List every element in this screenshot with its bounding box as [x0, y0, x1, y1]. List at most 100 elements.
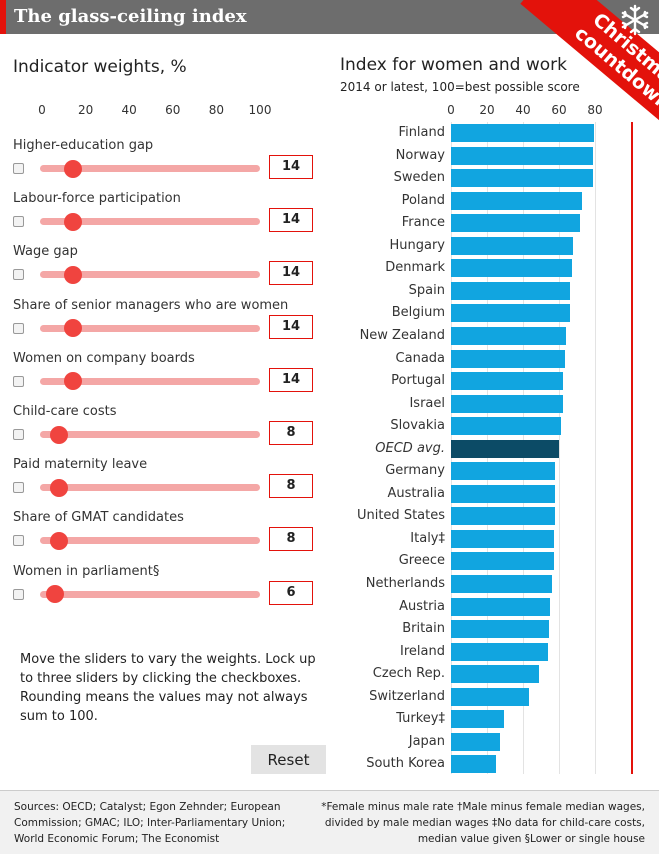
country-label: Japan — [408, 733, 445, 749]
slider-label: Labour-force participation — [13, 191, 181, 207]
bar — [451, 304, 570, 323]
slider-track[interactable] — [40, 590, 260, 598]
slider-handle[interactable] — [50, 425, 69, 444]
reset-button[interactable]: Reset — [251, 745, 326, 774]
slider-track[interactable] — [40, 271, 260, 279]
slider-handle[interactable] — [63, 212, 82, 231]
header-accent — [0, 0, 6, 34]
slider-handle[interactable] — [50, 531, 69, 550]
country-label: Italy‡ — [410, 530, 445, 546]
country-label: Canada — [395, 350, 445, 366]
bar — [451, 755, 496, 774]
weights-tick-label: 100 — [248, 103, 272, 117]
country-label: Germany — [385, 463, 445, 479]
bar — [451, 575, 552, 593]
lock-checkbox[interactable] — [13, 588, 24, 600]
x-tick-label: 60 — [551, 103, 567, 117]
country-label: United States — [356, 508, 445, 524]
slider-handle[interactable] — [63, 372, 82, 391]
lock-checkbox[interactable] — [13, 163, 24, 174]
slider-handle[interactable] — [50, 478, 69, 497]
slider-track[interactable] — [40, 377, 260, 385]
country-label: France — [401, 215, 445, 231]
country-label: OECD avg. — [375, 440, 445, 456]
weights-tick-label: 20 — [77, 103, 94, 117]
country-label: Greece — [398, 553, 445, 569]
slider-track[interactable] — [40, 324, 260, 332]
grid-line — [595, 122, 596, 774]
bar — [451, 394, 563, 413]
country-label: Norway — [395, 147, 445, 163]
country-label: South Korea — [366, 756, 445, 772]
slider-label: Higher-education gap — [13, 138, 154, 153]
slider-track[interactable] — [40, 218, 260, 226]
bar — [451, 439, 559, 458]
weights-tick-label: 0 — [38, 103, 46, 117]
grid-line — [559, 122, 560, 774]
slider-label: Women on company boards — [13, 350, 195, 366]
country-label: Denmark — [385, 260, 445, 276]
chart-subtitle: 2014 or latest, 100=best possible score — [340, 80, 580, 94]
slider-handle[interactable] — [63, 319, 82, 338]
page-title: The glass-ceiling index — [14, 6, 247, 27]
slider-label: Paid maternity leave — [13, 457, 148, 473]
bar — [451, 687, 530, 706]
slider-track[interactable] — [40, 484, 260, 492]
lock-checkbox[interactable] — [13, 322, 24, 334]
lock-checkbox[interactable] — [13, 535, 24, 547]
country-label: Australia — [387, 485, 445, 501]
country-label: New Zealand — [359, 327, 445, 343]
lock-checkbox[interactable] — [13, 375, 24, 387]
bar — [451, 552, 554, 571]
footnotes-text: *Female minus male rate †Male minus fema… — [321, 801, 645, 845]
country-label: Turkey‡ — [396, 711, 445, 727]
weight-value: 8 — [269, 474, 313, 499]
lock-checkbox[interactable] — [13, 216, 24, 228]
country-label: Slovakia — [390, 418, 445, 434]
bar — [451, 597, 550, 616]
bar — [451, 529, 554, 548]
weights-tick-label: 80 — [208, 103, 225, 117]
weight-value: 14 — [269, 208, 313, 233]
bar — [451, 259, 572, 278]
country-label: Israel — [409, 395, 445, 411]
weight-value: 14 — [269, 314, 313, 339]
bar — [451, 349, 566, 368]
sources-text: Sources: OECD; Catalyst; Egon Zehnder; E… — [14, 801, 286, 845]
weight-value: 14 — [269, 155, 313, 179]
bar — [451, 417, 561, 436]
slider-handle[interactable] — [63, 159, 82, 178]
lock-checkbox[interactable] — [13, 429, 24, 440]
weights-tick-label: 40 — [121, 103, 137, 117]
bar — [451, 146, 594, 165]
christmas-ribbon[interactable]: Christmas countdown — [499, 0, 659, 130]
country-label: Austria — [399, 598, 445, 614]
country-label: Czech Rep. — [372, 666, 445, 682]
weight-value: 6 — [269, 580, 313, 605]
bar — [451, 169, 594, 188]
footer: Sources: OECD; Catalyst; Egon Zehnder; E… — [0, 790, 659, 854]
bar — [451, 462, 556, 481]
country-label: Sweden — [393, 170, 445, 186]
slider-label: Women in parliament§ — [13, 563, 160, 579]
slider-track[interactable] — [40, 431, 260, 438]
weight-value: 14 — [269, 367, 313, 392]
max-score-line — [631, 122, 633, 774]
weights-title: Indicator weights, % — [13, 57, 187, 77]
bar — [451, 665, 540, 684]
bar — [451, 507, 555, 526]
weights-tick-label: 60 — [165, 103, 181, 117]
country-label: Portugal — [391, 373, 445, 389]
snowflake-icon — [621, 4, 649, 36]
slider-handle[interactable] — [63, 265, 82, 284]
slider-handle[interactable] — [46, 585, 65, 604]
bar — [451, 732, 500, 751]
lock-checkbox[interactable] — [13, 482, 24, 494]
slider-track[interactable] — [40, 537, 260, 545]
bar — [451, 191, 583, 210]
x-tick-label: 0 — [447, 103, 455, 117]
x-tick-label: 40 — [515, 103, 531, 117]
slider-track[interactable] — [40, 165, 260, 172]
lock-checkbox[interactable] — [13, 269, 24, 281]
country-label: Britain — [402, 621, 445, 637]
